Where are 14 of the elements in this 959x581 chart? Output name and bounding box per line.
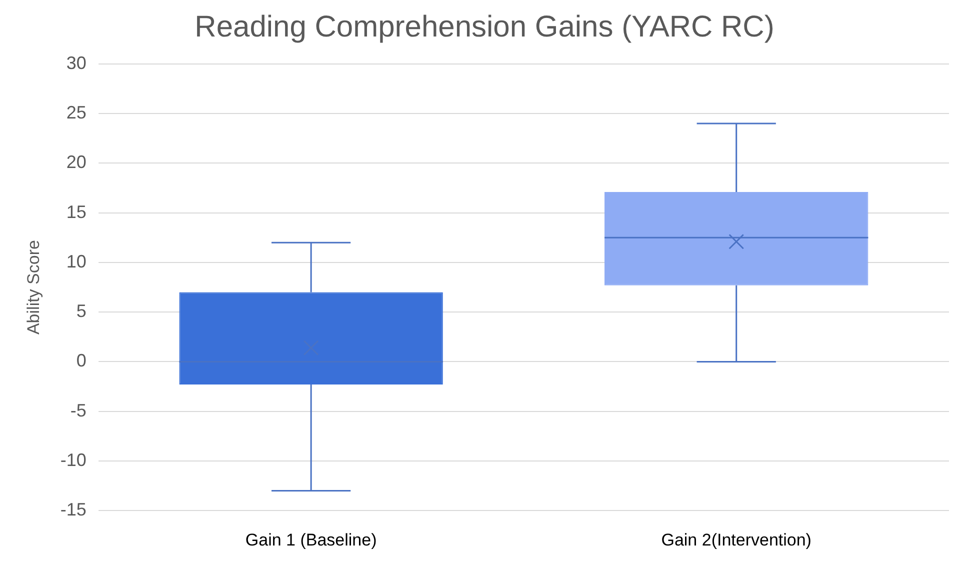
y-tick-label: 15 [66,202,86,222]
y-tick-label: 25 [66,102,86,123]
y-tick-label: -5 [70,400,86,420]
y-axis-title: Ability Score [24,240,43,335]
x-tick-label: Gain 1 (Baseline) [245,530,377,550]
x-tick-label: Gain 2(Intervention) [661,530,812,550]
chart-title: Reading Comprehension Gains (YARC RC) [194,10,774,44]
y-tick-label: 20 [66,152,86,172]
y-tick-label: 10 [66,251,86,272]
y-tick-label: -15 [60,500,86,520]
y-tick-label: 5 [76,301,86,322]
y-tick-label: 0 [76,350,86,371]
y-tick-label: 30 [66,52,86,73]
y-tick-label: -10 [60,450,86,470]
